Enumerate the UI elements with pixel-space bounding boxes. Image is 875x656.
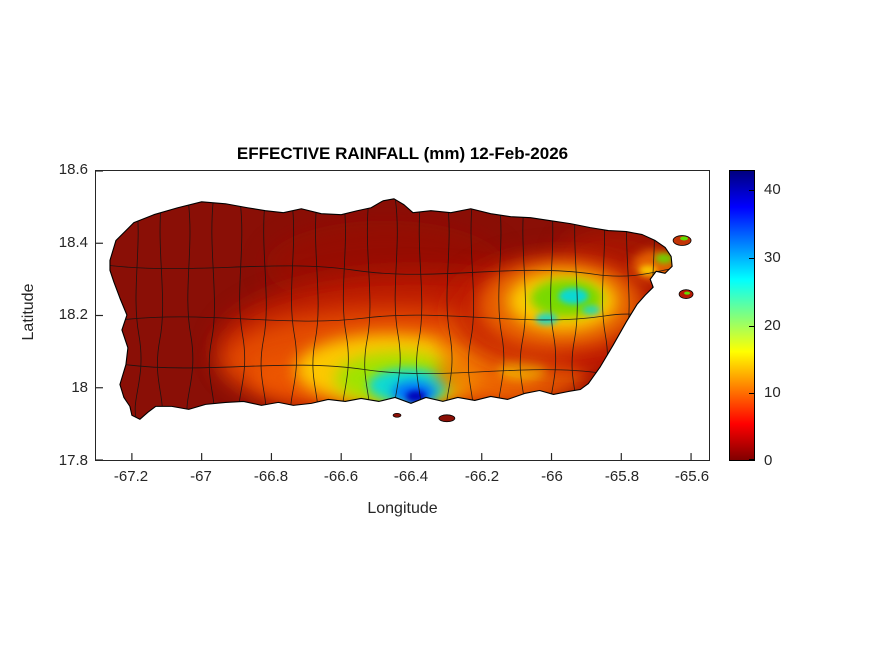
island-outline — [109, 198, 673, 420]
y-axis-label: Latitude — [20, 283, 37, 341]
colorbar-tick-label: 10 — [764, 384, 781, 401]
x-tick-label: -65.8 — [604, 468, 640, 485]
x-tick-label: -65.6 — [674, 468, 710, 485]
colorbar-tick-label: 20 — [764, 317, 781, 334]
y-tick-label: 18 — [71, 379, 88, 396]
axis-tick-marks — [96, 171, 692, 460]
colorbar-tick-label: 30 — [764, 249, 781, 266]
x-tick-label: -66.4 — [393, 468, 429, 485]
x-tick-label: -66.8 — [253, 468, 289, 485]
colorbar-tick-mark — [749, 393, 754, 394]
colorbar-tick-mark — [749, 326, 754, 327]
colorbar-tick-label: 0 — [764, 452, 773, 469]
colorbar-tick-mark — [749, 190, 754, 191]
colorbar-tick-mark — [749, 459, 754, 460]
colorbar — [729, 170, 755, 461]
rainfall-heatmap-svg — [96, 171, 694, 460]
plot-area — [95, 170, 710, 461]
offshore-islets — [392, 235, 694, 423]
y-tick-label: 18.2 — [58, 306, 88, 323]
y-tick-label: 17.8 — [58, 452, 88, 469]
x-tick-label: -67.2 — [113, 468, 149, 485]
x-tick-label: -66.2 — [464, 468, 500, 485]
x-tick-label: -66.6 — [323, 468, 359, 485]
colorbar-tick-mark — [749, 258, 754, 259]
y-tick-label: 18.4 — [58, 234, 88, 251]
chart-title: EFFECTIVE RAINFALL (mm) 12-Feb-2026 — [236, 144, 569, 163]
colorbar-tick-label: 40 — [764, 181, 781, 198]
x-axis-label: Longitude — [367, 500, 438, 517]
y-tick-label: 18.6 — [58, 161, 88, 178]
x-tick-label: -67 — [190, 468, 212, 485]
x-tick-label: -66 — [541, 468, 563, 485]
